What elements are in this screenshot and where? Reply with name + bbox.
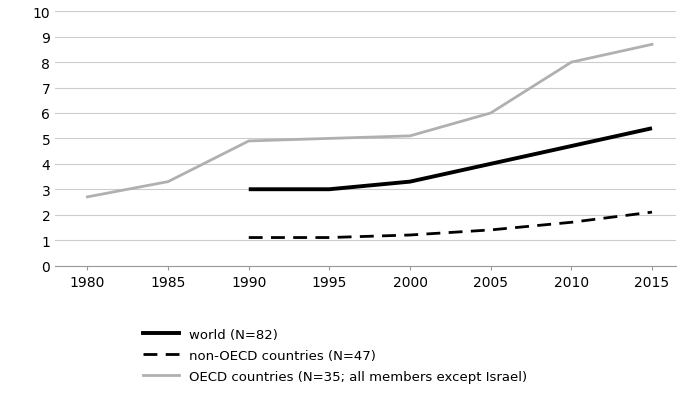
Legend: world (N=82), non-OECD countries (N=47), OECD countries (N=35; all members excep: world (N=82), non-OECD countries (N=47),… <box>143 328 527 383</box>
